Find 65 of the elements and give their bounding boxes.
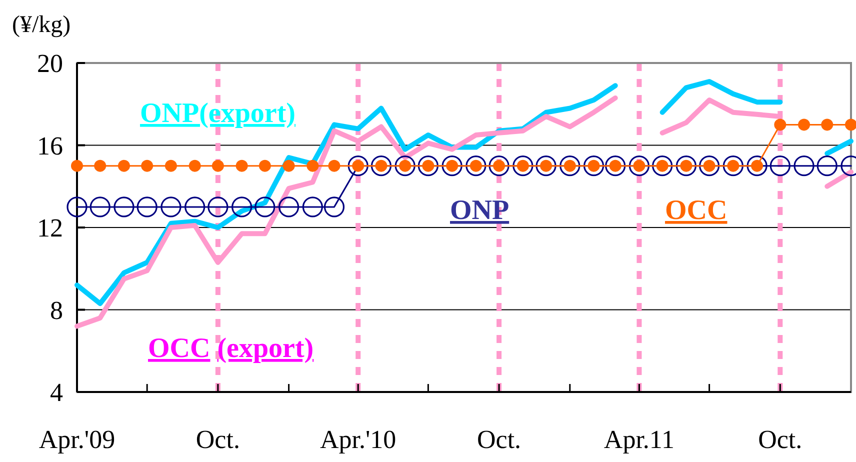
x-tick-label: Oct. (196, 425, 240, 454)
point (821, 118, 834, 131)
point (794, 156, 814, 176)
point (188, 160, 201, 172)
point (90, 196, 110, 218)
y-tick-label: 12 (37, 214, 63, 243)
point (698, 156, 720, 176)
point (232, 196, 252, 218)
point (442, 156, 462, 176)
y-tick-label: 8 (50, 296, 63, 325)
point (536, 156, 556, 176)
point (236, 160, 248, 172)
point (652, 156, 673, 176)
point (278, 196, 300, 218)
x-tick-label: Oct. (758, 425, 802, 454)
y-tick-label: 4 (50, 378, 63, 408)
point (394, 156, 416, 176)
point (324, 196, 345, 218)
point (282, 160, 295, 172)
point (746, 156, 768, 176)
point (466, 156, 486, 176)
point (845, 118, 856, 131)
point (306, 160, 319, 172)
series-label: OCC (665, 195, 728, 226)
point (66, 196, 88, 218)
point (212, 160, 224, 172)
x-tick-label: Apr.'09 (38, 425, 116, 454)
point (302, 196, 323, 218)
point (605, 156, 626, 176)
point (160, 196, 182, 218)
point (94, 160, 106, 172)
point (328, 160, 340, 172)
point (560, 156, 580, 176)
point (118, 160, 130, 172)
point (164, 160, 177, 172)
point (774, 118, 786, 131)
point (370, 156, 392, 176)
point (770, 156, 790, 176)
point (418, 156, 438, 176)
point (488, 156, 510, 176)
point (722, 156, 744, 176)
point (816, 156, 838, 176)
series-label: ONP(export) (140, 98, 296, 129)
series-label: ONP (450, 195, 510, 226)
y-tick-label: 16 (37, 131, 63, 160)
point (628, 156, 650, 176)
point (512, 156, 534, 176)
point (141, 160, 154, 172)
point (676, 156, 696, 176)
series-label: OCC (export) (148, 333, 314, 364)
x-tick-label: Apr.11 (604, 425, 674, 454)
y-axis-title: (¥/kg) (12, 12, 71, 38)
y-tick-label: 20 (37, 49, 63, 78)
point (114, 196, 134, 218)
x-tick-label: Oct. (477, 425, 522, 454)
point (254, 196, 276, 218)
point (583, 156, 604, 176)
x-tick-label: Apr.'10 (320, 425, 396, 454)
point (258, 160, 271, 172)
point (348, 156, 368, 176)
point (208, 196, 228, 218)
point (71, 160, 83, 172)
point (184, 196, 206, 218)
point (798, 118, 810, 131)
point (136, 196, 158, 218)
